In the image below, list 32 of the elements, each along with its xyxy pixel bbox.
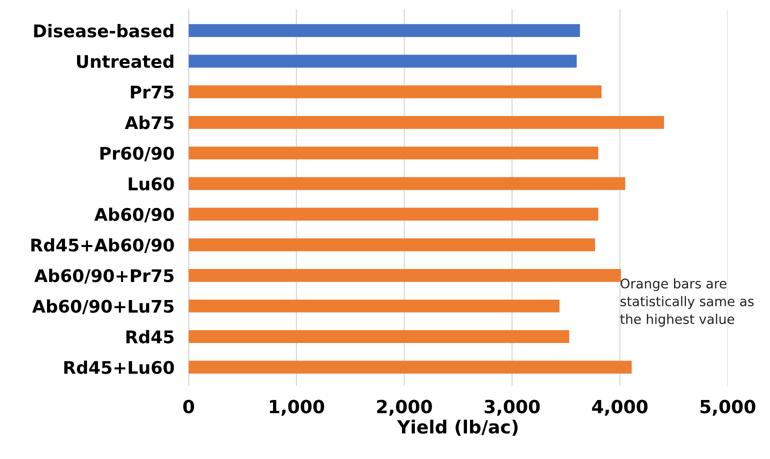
- bar: [188, 238, 596, 252]
- bar: [188, 85, 602, 98]
- x-tick-label: 1,000: [270, 400, 324, 416]
- x-tick-label: 2,000: [377, 400, 432, 416]
- bar: [188, 330, 570, 344]
- x-tick-label: 3,000: [484, 400, 540, 416]
- y-tick-label: Lu60: [128, 177, 174, 190]
- bar: [188, 360, 632, 374]
- x-tick-label: 0: [183, 400, 194, 414]
- bar: [188, 268, 621, 282]
- bar: [188, 116, 664, 129]
- x-tick-label: 5,000: [700, 400, 756, 416]
- y-tick-label: Pr75: [130, 86, 174, 99]
- bar: [188, 146, 598, 160]
- y-tick-label: Rd45+Lu60: [64, 360, 174, 374]
- y-tick-label: Ab75: [124, 116, 174, 130]
- bar: [188, 300, 560, 312]
- y-tick-label: Rd45: [126, 330, 174, 344]
- y-tick-label: Untreated: [77, 54, 174, 68]
- y-tick-label: Rd45+Ab60/90: [31, 238, 174, 254]
- bar: [188, 177, 626, 190]
- y-tick-label: Disease-based: [34, 24, 174, 38]
- bar: [188, 24, 580, 38]
- annotation: Orange bars are statistically same as the highest value: [620, 278, 754, 327]
- bar: [188, 54, 577, 68]
- y-tick-label: Ab60/90+Pr75: [34, 268, 174, 284]
- x-axis-title: Yield (lb/ac): [396, 420, 518, 436]
- x-tick-label: 4,000: [592, 400, 648, 416]
- y-tick-label: Ab60/90+Lu75: [32, 299, 174, 314]
- bar: [188, 208, 598, 221]
- y-tick-label: Ab60/90: [94, 208, 174, 222]
- y-tick-label: Pr60/90: [100, 146, 174, 162]
